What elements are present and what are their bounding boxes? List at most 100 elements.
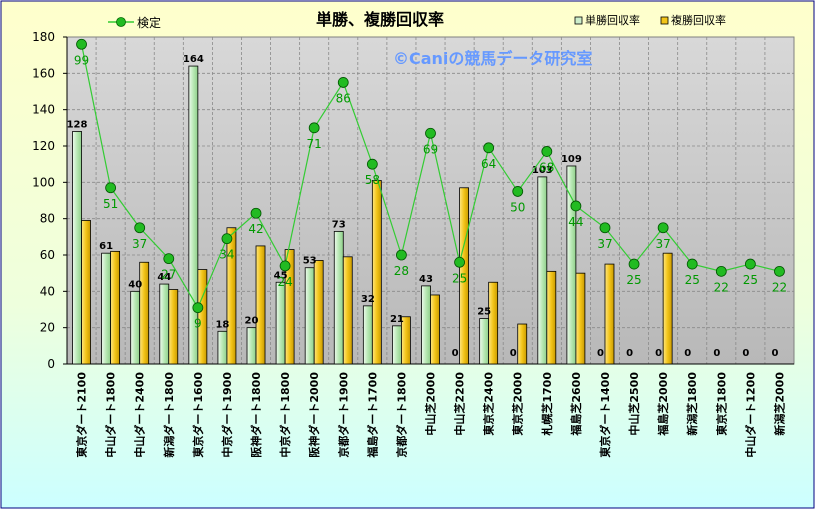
- x-tick-label: 京都ダート1800: [394, 372, 408, 458]
- test-point-19: [628, 258, 640, 270]
- x-tick-label: 阪神ダート2000: [307, 372, 321, 458]
- bar-place-7: [284, 249, 295, 365]
- test-label: 51: [103, 197, 118, 211]
- bar-label: 73: [332, 219, 346, 230]
- legend-marker-test: [116, 17, 126, 27]
- bar-win-2: [130, 290, 141, 365]
- bar-place-1: [110, 250, 121, 365]
- bar-label: 0: [742, 348, 749, 359]
- bar-win-7: [275, 281, 286, 365]
- bar-place-12: [430, 294, 440, 365]
- y-tick-label: 80: [40, 212, 55, 226]
- bar-place-18: [604, 263, 615, 365]
- test-label: 27: [161, 268, 176, 282]
- watermark: ©Caniの競馬データ研究室: [393, 49, 592, 68]
- test-label: 37: [655, 237, 670, 251]
- x-tick-label: 新潟芝2000: [772, 372, 786, 436]
- bar-label: 18: [215, 319, 229, 330]
- bar-label: 21: [390, 314, 404, 325]
- test-point-0: [76, 38, 87, 50]
- y-tick-label: 160: [32, 66, 55, 80]
- y-tick-label: 120: [32, 139, 55, 153]
- bar-place-5: [226, 227, 237, 365]
- bar-label: 0: [510, 348, 517, 359]
- test-label: 25: [743, 273, 758, 287]
- test-label: 28: [394, 264, 409, 278]
- y-tick-label: 180: [32, 30, 55, 44]
- bar-win-0: [72, 131, 82, 365]
- x-tick-label: 中山ダート1200: [743, 372, 757, 458]
- x-tick-label: 中山芝2500: [627, 372, 641, 436]
- bar-place-8: [313, 260, 324, 365]
- test-point-15: [512, 186, 524, 197]
- bar-place-20: [662, 252, 673, 365]
- test-point-3: [163, 253, 175, 265]
- test-line: 99 51 37 27 9 34 42 24 71 86 58 28 69 25 64 50 68 44 37 25 3…: [74, 38, 787, 331]
- bar-label: 25: [477, 307, 491, 318]
- test-point-5: [221, 233, 233, 245]
- x-tick-label: 中山ダート1800: [104, 372, 118, 458]
- bar-win-3: [159, 283, 170, 365]
- test-label: 86: [336, 91, 351, 105]
- bar-label: 0: [655, 348, 662, 359]
- x-tick-label: 中山芝2200: [453, 372, 467, 436]
- test-label: 25: [452, 271, 467, 285]
- bar-place-15: [517, 323, 528, 365]
- bar-win-14: [479, 318, 490, 365]
- legend-label-win: 単勝回収率: [585, 13, 640, 27]
- bar-win-11: [392, 325, 402, 365]
- test-label: 50: [510, 200, 525, 214]
- bar-place-17: [575, 272, 586, 365]
- x-tick-label: 阪神ダート1800: [249, 372, 263, 458]
- x-tick-label: 新潟ダート1800: [162, 372, 176, 458]
- test-label: 64: [481, 157, 496, 171]
- bar-win-12: [421, 285, 431, 365]
- bar-label: 44: [157, 272, 171, 283]
- test-label: 44: [568, 215, 583, 229]
- bar-place-3: [168, 289, 179, 365]
- grid-lines: [67, 37, 794, 364]
- test-point-13: [454, 256, 465, 268]
- test-point-2: [134, 222, 146, 234]
- bar-win-4: [188, 65, 199, 365]
- x-tick-label: 中京ダート1900: [220, 372, 234, 458]
- bar-place-9: [342, 256, 353, 365]
- test-point-11: [396, 249, 407, 261]
- x-tick-label: 中山芝2000: [424, 372, 438, 436]
- test-label: 71: [307, 137, 322, 151]
- test-label: 68: [539, 160, 554, 174]
- bar-place-16: [546, 270, 557, 365]
- test-label: 34: [219, 248, 234, 262]
- bar-place-6: [255, 245, 266, 365]
- x-tick-label: 東京芝2400: [482, 372, 496, 436]
- bar-label: 0: [626, 348, 633, 359]
- test-point-7: [279, 260, 291, 272]
- bar-win-6: [246, 327, 257, 365]
- bar-win-17: [566, 165, 577, 365]
- bar-place-2: [139, 261, 150, 365]
- y-tick-label: 40: [40, 284, 55, 298]
- bar-place-14: [488, 281, 499, 365]
- bar-win-5: [217, 330, 228, 365]
- bar-label: 164: [183, 54, 204, 65]
- bar-win-16: [537, 176, 548, 365]
- x-tick-label: 東京ダート1400: [598, 372, 612, 458]
- bar-label: 40: [128, 279, 142, 290]
- x-tick-label: 福島芝2000: [656, 372, 670, 437]
- bar-label: 0: [452, 348, 459, 359]
- bar-win-1: [101, 252, 112, 365]
- y-tick-label: 140: [32, 103, 55, 117]
- test-label: 24: [277, 275, 292, 289]
- bar-label: 128: [67, 119, 88, 130]
- legend-label-place: 複勝回収率: [671, 13, 726, 27]
- x-tick-label: 福島芝2600: [569, 372, 583, 437]
- legend-label-test: 検定: [137, 15, 161, 30]
- test-point-4: [192, 302, 204, 314]
- test-point-14: [483, 142, 495, 154]
- x-tick-label: 東京ダート1600: [191, 372, 205, 458]
- legend-swatch-place: [660, 16, 669, 25]
- bar-win-8: [304, 267, 315, 365]
